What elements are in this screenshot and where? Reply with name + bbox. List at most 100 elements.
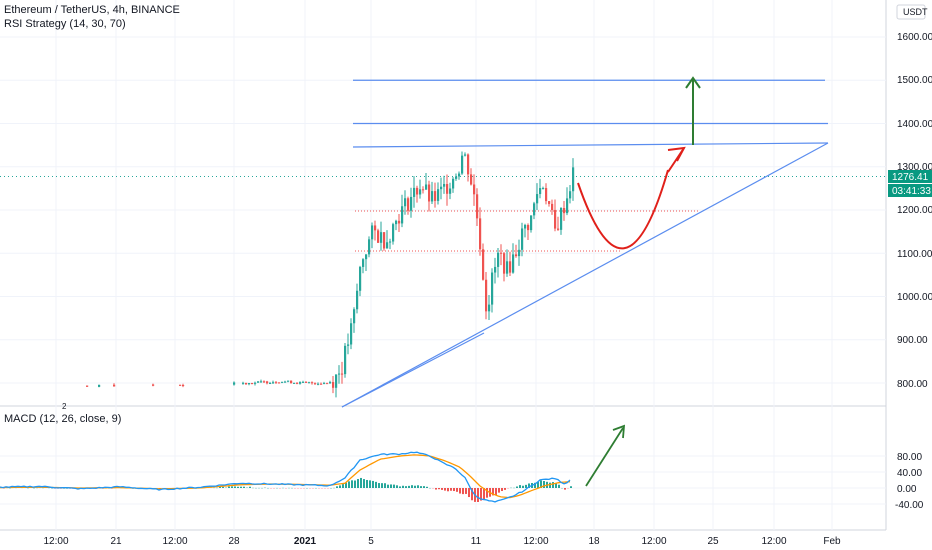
macd-histogram-bar bbox=[492, 488, 494, 496]
candle-body bbox=[329, 382, 332, 384]
macd-histogram-bar bbox=[513, 487, 515, 489]
candle-body bbox=[494, 266, 497, 273]
candle-body bbox=[512, 254, 515, 273]
macd-histogram-bar bbox=[351, 480, 353, 488]
candle-body bbox=[350, 323, 353, 345]
macd-histogram-bar bbox=[300, 488, 302, 489]
countdown-label: 03:41:33 bbox=[892, 186, 931, 197]
macd-histogram-bar bbox=[219, 486, 221, 488]
macd-histogram-bar bbox=[318, 488, 320, 489]
time-tick-label: 12:00 bbox=[43, 536, 68, 547]
macd-histogram-bar bbox=[252, 487, 254, 489]
macd-tick-label: -40.00 bbox=[895, 500, 924, 511]
candle-body bbox=[290, 380, 293, 384]
currency-button[interactable] bbox=[896, 4, 926, 20]
macd-histogram-bar bbox=[360, 477, 362, 488]
macd-histogram-bar bbox=[558, 484, 560, 488]
candle-body bbox=[545, 188, 548, 202]
macd-histogram-bar bbox=[522, 485, 524, 488]
strategy-legend[interactable]: RSI Strategy (14, 30, 70) bbox=[4, 18, 126, 30]
symbol-title[interactable]: Ethereum / TetherUS, 4h, BINANCE bbox=[4, 4, 180, 16]
candle-body bbox=[398, 220, 401, 224]
candle-body bbox=[383, 232, 386, 249]
candle-body bbox=[428, 184, 431, 202]
macd-histogram-bar bbox=[516, 486, 518, 488]
candle-body bbox=[470, 174, 473, 185]
candle-body bbox=[320, 383, 323, 385]
candle-body bbox=[440, 186, 443, 190]
macd-histogram-bar bbox=[423, 486, 425, 488]
candle-body bbox=[497, 252, 500, 267]
macd-axis-ticks: 80.00 40.00 0.00 -40.00 bbox=[895, 452, 924, 511]
candle-body bbox=[242, 382, 245, 384]
time-tick-label: 12:00 bbox=[761, 536, 786, 547]
macd-histogram-bar bbox=[237, 486, 239, 488]
candle-body bbox=[560, 208, 563, 230]
green-arrow-head bbox=[685, 76, 701, 89]
macd-histogram-bar bbox=[399, 486, 401, 488]
macd-histogram-bar bbox=[567, 488, 569, 489]
candle-body bbox=[251, 382, 254, 384]
candle-body bbox=[356, 290, 359, 310]
macd-histogram-bar bbox=[456, 488, 458, 492]
macd-histogram-bar bbox=[345, 482, 347, 488]
candle-body bbox=[389, 241, 392, 243]
candle-body bbox=[437, 189, 440, 201]
drawings[interactable] bbox=[341, 76, 829, 487]
price-tick-label: 1600.00 bbox=[897, 32, 932, 43]
macd-histogram-bar bbox=[366, 479, 368, 488]
candle-body bbox=[365, 254, 368, 260]
macd-histogram-bar bbox=[564, 488, 566, 490]
candle-body bbox=[488, 304, 491, 312]
macd-histogram-bar bbox=[234, 486, 236, 488]
candle-body bbox=[353, 309, 356, 324]
price-tick-label: 1100.00 bbox=[897, 249, 932, 260]
candle-body bbox=[341, 373, 344, 375]
ascending-trendline bbox=[341, 142, 829, 408]
candle-body bbox=[461, 155, 464, 174]
price-tick-label: 900.00 bbox=[897, 335, 928, 346]
macd-histogram-bar bbox=[552, 482, 554, 488]
macd-histogram-bar bbox=[501, 488, 503, 492]
macd-legend[interactable]: MACD (12, 26, close, 9) bbox=[4, 413, 122, 425]
candle-body bbox=[434, 191, 437, 201]
candle-body bbox=[524, 224, 527, 229]
time-tick-label: 25 bbox=[707, 536, 719, 547]
candle-body bbox=[449, 188, 452, 194]
candle-body bbox=[275, 382, 278, 384]
candle-body bbox=[416, 187, 419, 195]
candle-body bbox=[548, 201, 551, 204]
macd-histogram-bar bbox=[507, 488, 509, 489]
candle-body bbox=[152, 384, 155, 386]
candle-body bbox=[317, 383, 320, 385]
macd-histogram-bar bbox=[51, 487, 53, 489]
macd-histogram-bar bbox=[228, 486, 230, 488]
macd-histogram-bar bbox=[354, 480, 356, 488]
candle-body bbox=[536, 194, 539, 204]
price-tick-label: 1400.00 bbox=[897, 119, 932, 130]
macd-histogram-bar bbox=[240, 486, 242, 488]
macd-histogram-bar bbox=[225, 487, 227, 489]
macd-histogram-bar bbox=[477, 488, 479, 502]
candle-body bbox=[569, 191, 572, 199]
time-tick-label: 11 bbox=[471, 536, 482, 547]
candle-body bbox=[491, 272, 494, 305]
macd-histogram-bar bbox=[276, 487, 278, 489]
macd-histogram-bar bbox=[333, 487, 335, 489]
macd-histogram-bar bbox=[315, 487, 317, 489]
candle-body bbox=[503, 253, 506, 274]
candle-body bbox=[515, 254, 518, 257]
stray-label: 2 bbox=[62, 402, 67, 411]
macd-histogram-bar bbox=[321, 488, 323, 489]
price-tick-label: 800.00 bbox=[897, 379, 928, 390]
macd-histogram-bar bbox=[216, 487, 218, 489]
horizontal-levels[interactable] bbox=[0, 79, 886, 252]
macd-pane[interactable] bbox=[0, 451, 572, 503]
candle-body bbox=[431, 191, 434, 202]
macd-histogram-bar bbox=[294, 488, 296, 489]
candlesticks[interactable] bbox=[86, 151, 575, 398]
candle-body bbox=[452, 178, 455, 189]
macd-histogram-bar bbox=[270, 488, 272, 489]
macd-histogram-bar bbox=[312, 488, 314, 489]
